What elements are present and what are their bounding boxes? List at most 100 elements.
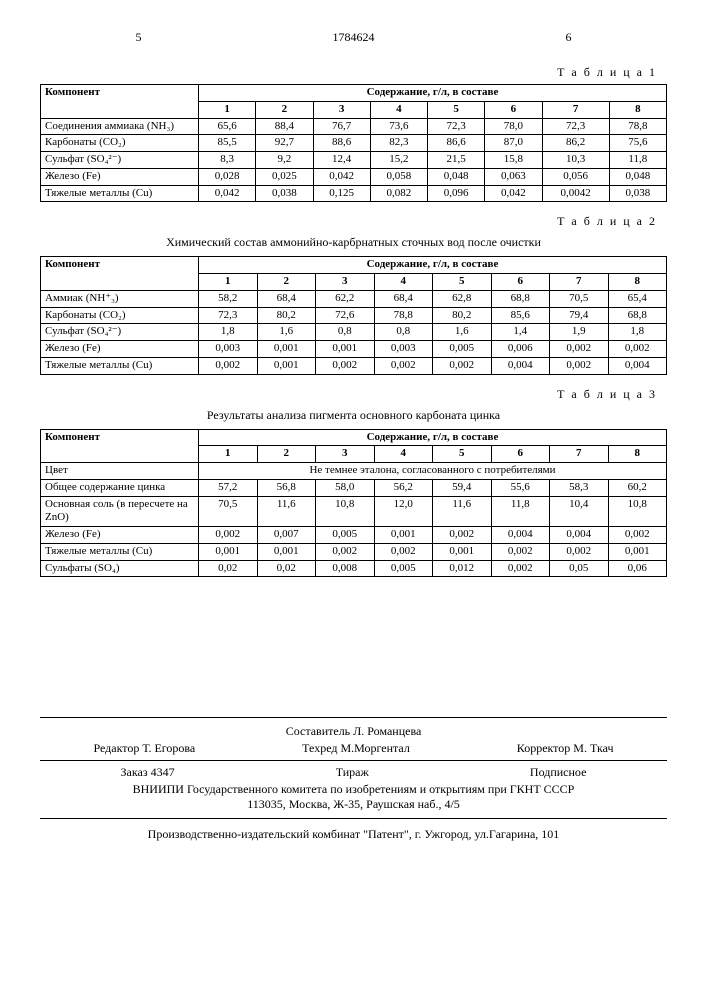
- footer-org: ВНИИПИ Государственного комитета по изоб…: [40, 782, 667, 819]
- cell: 88,4: [256, 118, 313, 135]
- col-header: 1: [199, 274, 258, 291]
- row-label: Тяжелые металлы (Cu): [41, 357, 199, 374]
- cell: 1,9: [550, 324, 609, 341]
- cell: 0,002: [550, 357, 609, 374]
- cell: 0,002: [608, 341, 667, 358]
- cell: 0,125: [313, 185, 370, 202]
- cell: 0,05: [550, 560, 609, 577]
- col-header: 7: [542, 101, 609, 118]
- cell: 0,007: [257, 527, 316, 544]
- cell: 58,2: [199, 290, 258, 307]
- cell: 0,025: [256, 168, 313, 185]
- table-row: Аммиак (NH⁺₃)58,268,462,268,462,868,870,…: [41, 290, 667, 307]
- cell: 0,002: [199, 357, 258, 374]
- cell: 15,8: [485, 152, 542, 169]
- cell: 0,038: [256, 185, 313, 202]
- footer-editor: Редактор Т. Егорова: [93, 741, 195, 756]
- cell: 10,8: [608, 496, 667, 527]
- cell: 78,8: [374, 307, 433, 324]
- cell: 0,006: [491, 341, 550, 358]
- cell: 0,001: [608, 543, 667, 560]
- cell: 92,7: [256, 135, 313, 152]
- cell: 70,5: [550, 290, 609, 307]
- col-header: 5: [428, 101, 485, 118]
- cell: 1,4: [491, 324, 550, 341]
- col-header: 1: [199, 446, 258, 463]
- cell: 0,012: [433, 560, 492, 577]
- cell: 9,2: [256, 152, 313, 169]
- cell: 68,4: [257, 290, 316, 307]
- col-header: 6: [491, 274, 550, 291]
- table3-color-label: Цвет: [41, 463, 199, 480]
- cell: 82,3: [370, 135, 427, 152]
- cell: 0,096: [428, 185, 485, 202]
- cell: 85,5: [199, 135, 256, 152]
- col-header: 8: [608, 274, 667, 291]
- footer-bottom: Производственно-издательский комбинат "П…: [40, 827, 667, 842]
- col-header: 8: [609, 101, 666, 118]
- table2-label: Т а б л и ц а 2: [40, 214, 657, 229]
- cell: 8,3: [199, 152, 256, 169]
- cell: 0,002: [608, 527, 667, 544]
- footer-subscribe: Подписное: [530, 765, 587, 780]
- table-row: Железо (Fe)0,0030,0010,0010,0030,0050,00…: [41, 341, 667, 358]
- row-label: Тяжелые металлы (Cu): [41, 185, 199, 202]
- cell: 0,063: [485, 168, 542, 185]
- cell: 62,2: [316, 290, 375, 307]
- cell: 0,042: [485, 185, 542, 202]
- cell: 56,8: [257, 479, 316, 496]
- table-row: Тяжелые металлы (Cu)0,0420,0380,1250,082…: [41, 185, 667, 202]
- footer-corrector: Корректор М. Ткач: [517, 741, 614, 756]
- table1-content-header: Содержание, г/л, в составе: [199, 85, 667, 102]
- table3: Компонент Содержание, г/л, в составе 123…: [40, 429, 667, 578]
- cell: 80,2: [433, 307, 492, 324]
- cell: 80,2: [257, 307, 316, 324]
- row-label: Железо (Fe): [41, 341, 199, 358]
- cell: 0,002: [374, 543, 433, 560]
- cell: 10,4: [550, 496, 609, 527]
- cell: 10,8: [316, 496, 375, 527]
- cell: 10,3: [542, 152, 609, 169]
- cell: 65,4: [608, 290, 667, 307]
- cell: 0,008: [316, 560, 375, 577]
- cell: 70,5: [199, 496, 258, 527]
- cell: 68,4: [374, 290, 433, 307]
- cell: 0,002: [491, 560, 550, 577]
- cell: 0,002: [316, 543, 375, 560]
- doc-number: 1784624: [333, 30, 375, 45]
- table3-content-header: Содержание, г/л, в составе: [199, 429, 667, 446]
- table2: Компонент Содержание, г/л, в составе 123…: [40, 256, 667, 374]
- col-header: 4: [370, 101, 427, 118]
- cell: 0,002: [433, 357, 492, 374]
- row-label: Аммиак (NH⁺₃): [41, 290, 199, 307]
- cell: 79,4: [550, 307, 609, 324]
- table3-color-row: Цвет Не темнее эталона, согласованного с…: [41, 463, 667, 480]
- cell: 0,004: [550, 527, 609, 544]
- col-header: 7: [550, 274, 609, 291]
- cell: 88,6: [313, 135, 370, 152]
- cell: 0,002: [550, 341, 609, 358]
- cell: 0,042: [199, 185, 256, 202]
- cell: 15,2: [370, 152, 427, 169]
- cell: 12,0: [374, 496, 433, 527]
- cell: 0,058: [370, 168, 427, 185]
- col-header: 4: [374, 274, 433, 291]
- cell: 0,005: [316, 527, 375, 544]
- table1: Компонент Содержание, г/л, в составе 123…: [40, 84, 667, 202]
- col-header: 2: [257, 446, 316, 463]
- cell: 0,005: [374, 560, 433, 577]
- cell: 73,6: [370, 118, 427, 135]
- col-header: 5: [433, 446, 492, 463]
- cell: 21,5: [428, 152, 485, 169]
- cell: 0,002: [433, 527, 492, 544]
- table3-label: Т а б л и ц а 3: [40, 387, 657, 402]
- row-label: Железо (Fe): [41, 527, 199, 544]
- cell: 0,8: [316, 324, 375, 341]
- cell: 0,003: [199, 341, 258, 358]
- cell: 11,8: [609, 152, 666, 169]
- cell: 0,001: [257, 341, 316, 358]
- footer-tirazh: Тираж: [336, 765, 369, 780]
- table2-comp-header: Компонент: [41, 257, 199, 291]
- col-header: 5: [433, 274, 492, 291]
- table2-content-header: Содержание, г/л, в составе: [199, 257, 667, 274]
